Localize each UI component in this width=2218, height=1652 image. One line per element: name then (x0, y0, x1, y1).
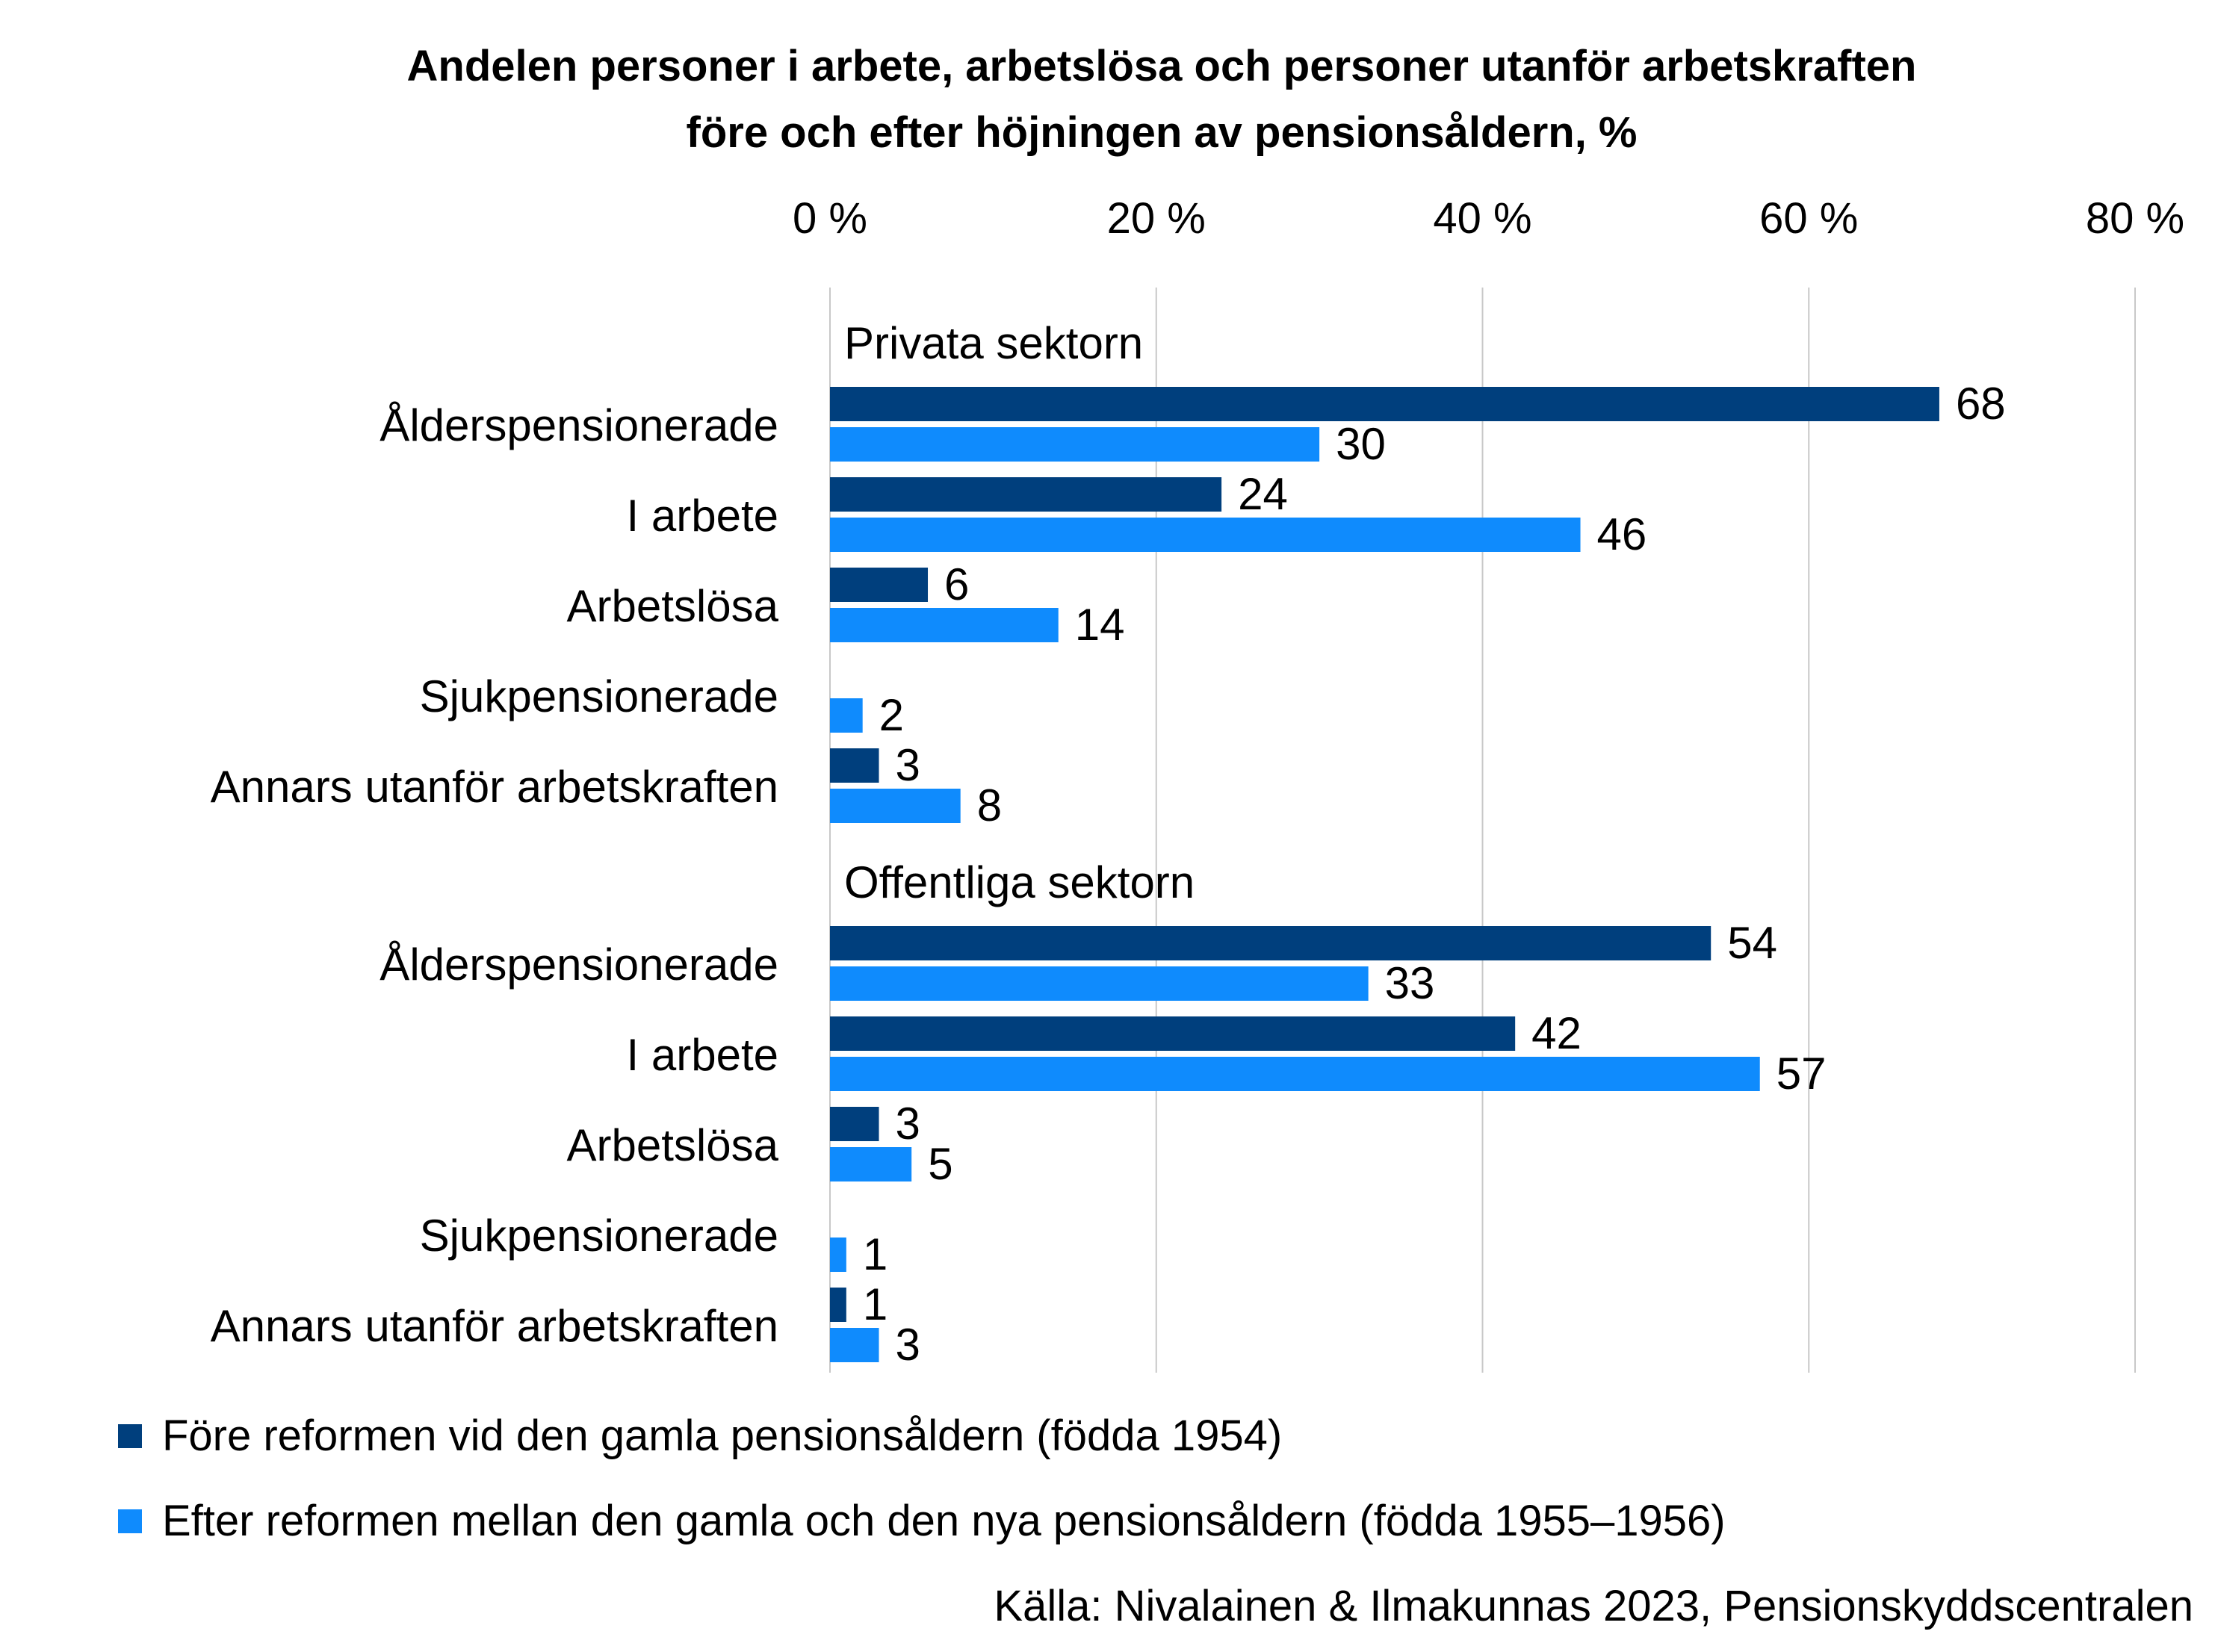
category-label: Ålderspensionerade (380, 940, 778, 990)
x-axis-ticks: 0 % 20 % 40 % 60 % 80 % (793, 194, 2184, 243)
bar (830, 748, 879, 783)
bar (830, 1016, 1516, 1051)
legend-label: Före reformen vid den gamla pensionsålde… (162, 1412, 1282, 1460)
bar (830, 966, 1369, 1001)
sector-label: Offentliga sektorn (844, 857, 1195, 907)
x-tick-label: 20 % (1107, 194, 1206, 243)
data-label: 3 (896, 1099, 920, 1149)
bar (830, 1107, 879, 1141)
data-label: 8 (977, 780, 1002, 830)
x-tick-label: 60 % (1759, 194, 1858, 243)
bar (830, 926, 1711, 960)
data-label: 42 (1531, 1008, 1582, 1058)
data-label: 2 (879, 690, 904, 740)
category-label: Arbetslösa (567, 1120, 779, 1170)
legend-swatch (118, 1424, 142, 1448)
title-line-1: Andelen personer i arbete, arbetslösa oc… (407, 42, 1917, 90)
data-label: 3 (896, 1320, 920, 1370)
chart-title: Andelen personer i arbete, arbetslösa oc… (407, 42, 1917, 157)
category-label: Annars utanför arbetskraften (211, 762, 778, 812)
bar (830, 608, 1059, 642)
bar (830, 698, 863, 733)
legend: Före reformen vid den gamla pensionsålde… (118, 1412, 1726, 1545)
category-label: Sjukpensionerade (420, 1211, 778, 1261)
data-label: 1 (863, 1229, 887, 1279)
category-label: Arbetslösa (567, 581, 779, 631)
gridlines (829, 288, 2136, 1373)
legend-label: Efter reformen mellan den gamla och den … (162, 1497, 1726, 1545)
category-label: Sjukpensionerade (420, 671, 778, 721)
legend-swatch (118, 1509, 142, 1533)
bar (830, 427, 1320, 462)
data-label: 54 (1727, 918, 1777, 968)
category-label: I arbete (627, 1030, 778, 1080)
x-tick-label: 40 % (1433, 194, 1531, 243)
x-tick-label: 0 % (793, 194, 867, 243)
data-label: 68 (1956, 379, 2006, 429)
bar (830, 477, 1222, 512)
title-line-2: före och efter höjningen av pensionsålde… (687, 108, 1638, 157)
bars (830, 387, 1939, 1362)
bar (830, 1238, 846, 1272)
x-tick-label: 80 % (2086, 194, 2184, 243)
data-label: 57 (1776, 1049, 1827, 1099)
bar (830, 568, 929, 602)
data-label: 5 (928, 1139, 952, 1189)
data-label: 33 (1385, 958, 1435, 1008)
bar (830, 1147, 912, 1181)
data-label: 24 (1238, 469, 1288, 519)
category-label: Annars utanför arbetskraften (211, 1301, 778, 1351)
bar (830, 518, 1581, 552)
source-note: Källa: Nivalainen & Ilmakunnas 2023, Pen… (994, 1582, 2193, 1630)
data-label: 1 (863, 1279, 887, 1329)
data-label: 30 (1336, 419, 1386, 469)
category-label: Ålderspensionerade (380, 400, 778, 450)
data-label: 14 (1075, 600, 1125, 650)
data-label: 3 (896, 740, 920, 790)
category-label: I arbete (627, 491, 778, 541)
bar (830, 1328, 879, 1362)
data-label: 6 (944, 559, 969, 609)
data-label: 46 (1597, 509, 1647, 559)
bar (830, 1288, 846, 1322)
bar (830, 1057, 1760, 1091)
bar (830, 789, 961, 823)
sector-label: Privata sektorn (844, 318, 1143, 368)
bar (830, 387, 1939, 421)
